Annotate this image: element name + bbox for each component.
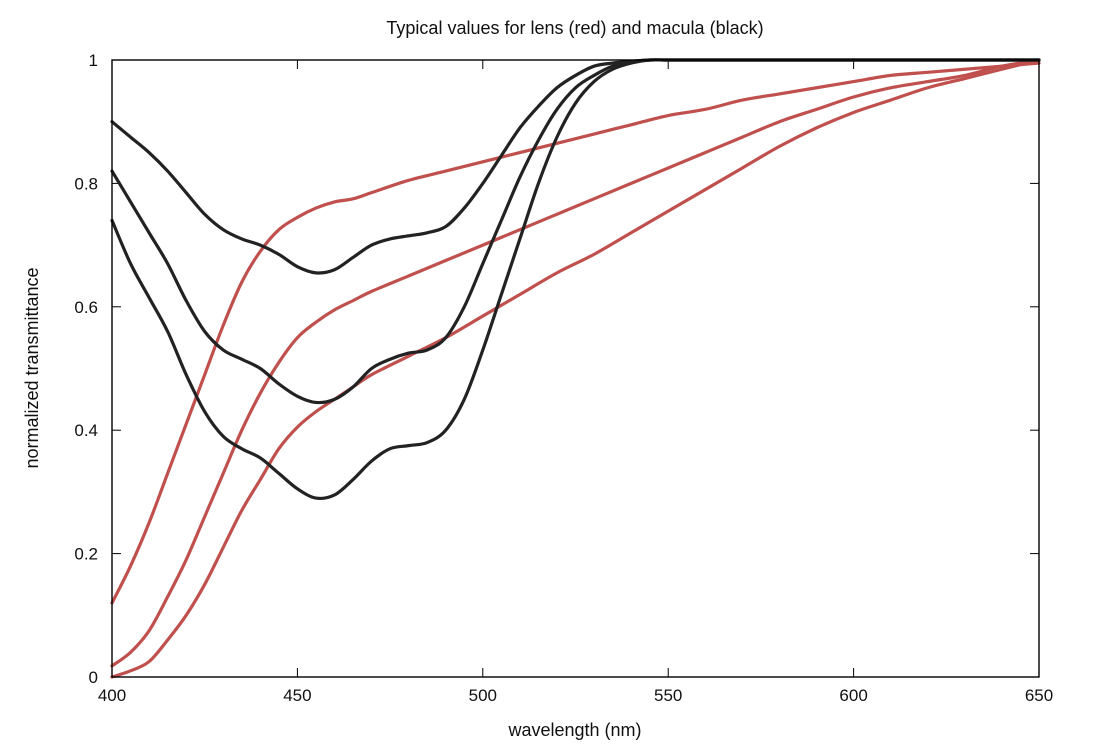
- y-tick-label: 0.2: [74, 545, 98, 564]
- lens-curve-1: [110, 61, 1041, 605]
- y-tick-label: 0.4: [74, 421, 98, 440]
- x-tick-label: 500: [469, 686, 497, 705]
- x-tick-label: 450: [283, 686, 311, 705]
- macula-curve-4: [110, 58, 1041, 275]
- y-tick-label: 0.6: [74, 298, 98, 317]
- x-tick-label: 400: [98, 686, 126, 705]
- lens-curve-3: [110, 58, 1041, 679]
- x-tick-label: 650: [1025, 686, 1053, 705]
- plot-area: 400 450 500 550 600 650 0 0.2 0.4 0.6 0.8 1: [74, 51, 1053, 705]
- y-axis-label: normalized transmittance: [22, 267, 42, 468]
- macula-curve-5: [110, 58, 1041, 405]
- series-group: [110, 58, 1041, 679]
- chart-title: Typical values for lens (red) and macula…: [386, 18, 763, 38]
- y-tick-label: 0.8: [74, 174, 98, 193]
- axis-ticks: 400 450 500 550 600 650 0 0.2 0.4 0.6 0.8 1: [74, 51, 1053, 705]
- y-tick-label: 0: [89, 668, 98, 687]
- x-tick-label: 600: [839, 686, 867, 705]
- x-tick-label: 550: [654, 686, 682, 705]
- y-tick-label: 1: [89, 51, 98, 70]
- plot-frame: [111, 59, 1040, 678]
- lens-curve-2: [110, 58, 1041, 668]
- x-axis-label: wavelength (nm): [507, 720, 641, 740]
- macula-curve-6: [110, 58, 1041, 501]
